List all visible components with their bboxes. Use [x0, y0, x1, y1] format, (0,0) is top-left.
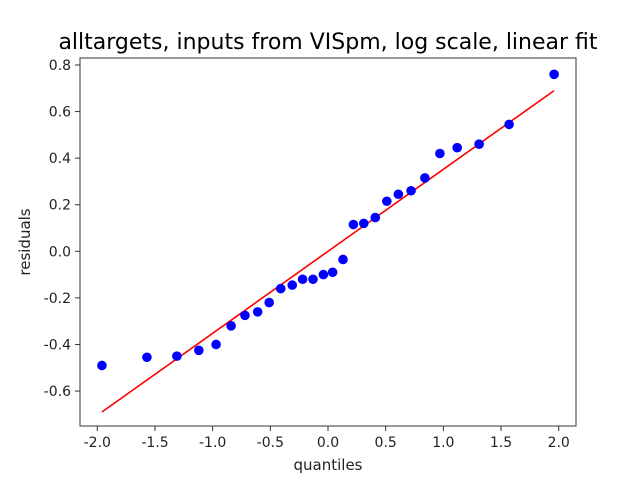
- fit-line-series: [101, 89, 555, 413]
- x-axis: -2.0 -1.5 -1.0 -0.5 0.0 0.5 1.0 1.5 2.0: [84, 426, 570, 451]
- data-point: [348, 219, 359, 230]
- x-tick-label: -2.0: [84, 435, 111, 451]
- x-tick-label: -1.0: [199, 435, 226, 451]
- data-point: [142, 352, 152, 363]
- data-point: [338, 254, 348, 265]
- data-point: [226, 321, 236, 331]
- data-point: [504, 119, 514, 130]
- data-point: [252, 307, 263, 317]
- data-point: [406, 185, 416, 196]
- x-tick-label: 0.5: [375, 435, 397, 451]
- data-point: [275, 283, 286, 294]
- data-point: [382, 196, 392, 207]
- data-point: [393, 189, 404, 200]
- data-point: [297, 274, 308, 285]
- x-tick-label: -0.5: [257, 435, 284, 451]
- data-point: [194, 345, 204, 356]
- data-point: [474, 139, 484, 149]
- chart-title: alltargets, inputs from VISpm, log scale…: [58, 30, 597, 55]
- data-point: [97, 360, 107, 371]
- plot-area: [79, 57, 577, 427]
- data-point: [287, 280, 298, 290]
- x-tick-label: -1.5: [141, 435, 168, 451]
- y-tick-label: 0.2: [49, 198, 71, 214]
- data-point: [172, 351, 182, 361]
- residual-points-series: [97, 69, 559, 371]
- x-tick-label: 0.0: [317, 435, 339, 451]
- data-point: [264, 297, 274, 308]
- data-point: [435, 148, 445, 159]
- data-point: [308, 274, 318, 285]
- data-point: [318, 269, 329, 280]
- y-tick-label: 0.6: [49, 105, 71, 121]
- fit-line: [101, 89, 555, 413]
- y-tick-label: 0.4: [49, 151, 71, 167]
- x-tick-label: 1.0: [432, 435, 454, 451]
- x-axis-label: quantiles: [294, 456, 363, 474]
- x-tick-label: 2.0: [548, 435, 570, 451]
- y-tick-label: -0.6: [44, 384, 71, 400]
- data-point: [370, 212, 381, 223]
- y-tick-label: -0.2: [44, 291, 71, 307]
- y-axis-label: residuals: [16, 208, 34, 275]
- y-axis: -0.6 -0.4 -0.2 0.0 0.2 0.4 0.6 0.8: [44, 58, 80, 400]
- y-tick-label: -0.4: [44, 337, 71, 353]
- data-point: [240, 310, 250, 321]
- data-point: [420, 173, 430, 183]
- data-point: [358, 218, 369, 229]
- data-point: [211, 339, 221, 350]
- data-point: [327, 267, 338, 278]
- data-point: [549, 69, 559, 80]
- y-tick-label: 0.8: [49, 58, 71, 74]
- x-tick-label: 1.5: [490, 435, 512, 451]
- y-tick-label: 0.0: [49, 244, 71, 260]
- data-point: [452, 142, 462, 153]
